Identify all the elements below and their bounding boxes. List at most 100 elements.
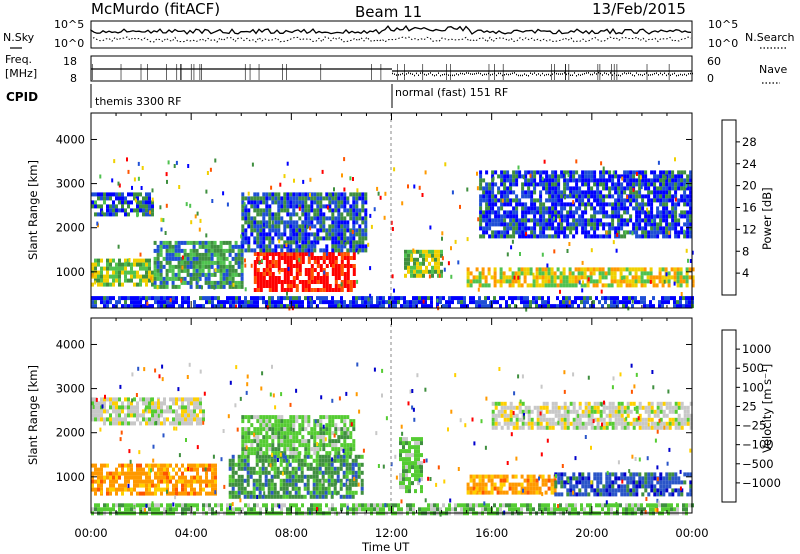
range-gate-cell <box>153 272 157 277</box>
scatter-cell <box>525 231 527 236</box>
range-gate-cell <box>322 204 326 209</box>
range-gate-cell <box>237 454 241 459</box>
range-gate-cell <box>634 283 638 288</box>
range-gate-cell <box>599 174 603 179</box>
range-gate-cell <box>184 413 187 418</box>
range-gate-cell <box>232 296 235 301</box>
scatter-cell <box>565 234 568 239</box>
range-gate-cell <box>574 296 577 301</box>
range-gate-cell <box>267 494 271 499</box>
range-gate-cell <box>542 170 546 175</box>
range-gate-cell <box>319 212 323 217</box>
range-gate-cell <box>342 458 346 463</box>
range-gate-cell <box>388 296 391 301</box>
range-gate-cell <box>306 490 310 495</box>
range-gate-cell <box>680 186 684 191</box>
range-gate-cell <box>255 470 259 475</box>
range-gate-cell <box>593 210 597 215</box>
range-gate-cell <box>298 415 302 420</box>
scatter-cell <box>173 164 176 168</box>
range-gate-cell <box>598 271 602 276</box>
range-gate-cell <box>340 435 344 440</box>
range-gate-cell <box>584 178 588 183</box>
range-gate-cell <box>112 296 115 301</box>
range-gate-cell <box>503 198 507 203</box>
range-gate-cell <box>247 236 251 241</box>
range-gate-cell <box>512 170 516 175</box>
range-gate-cell <box>274 192 278 197</box>
range-gate-cell <box>222 260 226 265</box>
range-gate-cell <box>276 470 280 475</box>
range-gate-cell <box>316 204 320 209</box>
range-gate-cell <box>400 296 403 301</box>
range-gate-cell <box>307 272 311 276</box>
range-gate-cell <box>142 417 145 422</box>
range-gate-cell <box>506 214 510 219</box>
range-gate-cell <box>352 200 356 205</box>
range-gate-cell <box>94 401 97 406</box>
range-gate-cell <box>241 435 245 440</box>
range-gate-cell <box>592 267 596 272</box>
range-gate-cell <box>207 276 211 281</box>
range-gate-cell <box>481 482 485 487</box>
range-gate-cell <box>265 196 269 201</box>
nave-dot <box>568 72 569 75</box>
range-gate-cell <box>207 240 211 245</box>
nave-dot <box>502 74 503 77</box>
range-gate-cell <box>544 279 548 284</box>
range-gate-cell <box>136 270 139 275</box>
range-gate-cell <box>136 405 139 410</box>
range-gate-cell <box>524 234 528 239</box>
nave-dot <box>482 74 483 76</box>
range-gate-cell <box>201 264 205 269</box>
range-gate-cell <box>184 405 187 410</box>
range-gate-cell <box>279 458 283 463</box>
range-gate-cell <box>629 230 633 235</box>
scatter-cell <box>262 222 265 227</box>
range-gate-cell <box>289 423 293 428</box>
range-gate-cell <box>322 276 326 280</box>
nave-dot <box>506 73 507 75</box>
range-gate-cell <box>304 447 308 452</box>
range-gate-cell <box>154 463 157 468</box>
range-gate-cell <box>328 427 332 432</box>
range-gate-cell <box>228 252 232 257</box>
range-gate-cell <box>261 494 265 499</box>
range-gate-cell <box>407 249 410 254</box>
range-gate-cell <box>250 196 254 201</box>
range-gate-cell <box>523 279 527 284</box>
range-gate-cell <box>283 451 287 456</box>
range-gate-cell <box>279 482 283 487</box>
range-gate-cell <box>307 232 311 237</box>
range-gate-cell <box>291 470 295 475</box>
range-gate-cell <box>517 283 521 288</box>
range-gate-cell <box>289 196 293 201</box>
scatter-cell <box>140 186 143 190</box>
range-gate-cell <box>686 218 690 223</box>
range-gate-cell <box>475 474 479 479</box>
range-gate-cell <box>139 274 142 279</box>
range-gate-cell <box>610 283 614 288</box>
nave-dot <box>640 73 641 76</box>
range-gate-cell <box>611 202 615 207</box>
range-gate-cell <box>319 300 322 305</box>
range-gate-cell <box>572 210 576 215</box>
scatter-cell <box>181 265 184 270</box>
range-gate-cell <box>533 174 537 179</box>
scatter-cell <box>213 285 216 290</box>
range-gate-cell <box>241 208 245 213</box>
range-gate-cell <box>551 234 555 239</box>
range-gate-cell <box>352 244 356 249</box>
range-gate-cell <box>607 267 611 272</box>
nave-dot <box>592 73 593 76</box>
range-gate-cell <box>352 204 356 209</box>
range-gate-cell <box>115 421 118 426</box>
scatter-cell <box>562 173 565 178</box>
range-gate-cell <box>277 435 281 440</box>
range-gate-cell <box>307 431 311 436</box>
noise-tick-left-high: 10^5 <box>54 18 84 31</box>
range-gate-cell <box>292 439 296 444</box>
range-gate-cell <box>250 415 254 420</box>
range-gate-cell <box>247 248 251 253</box>
range-gate-cell <box>340 419 344 424</box>
